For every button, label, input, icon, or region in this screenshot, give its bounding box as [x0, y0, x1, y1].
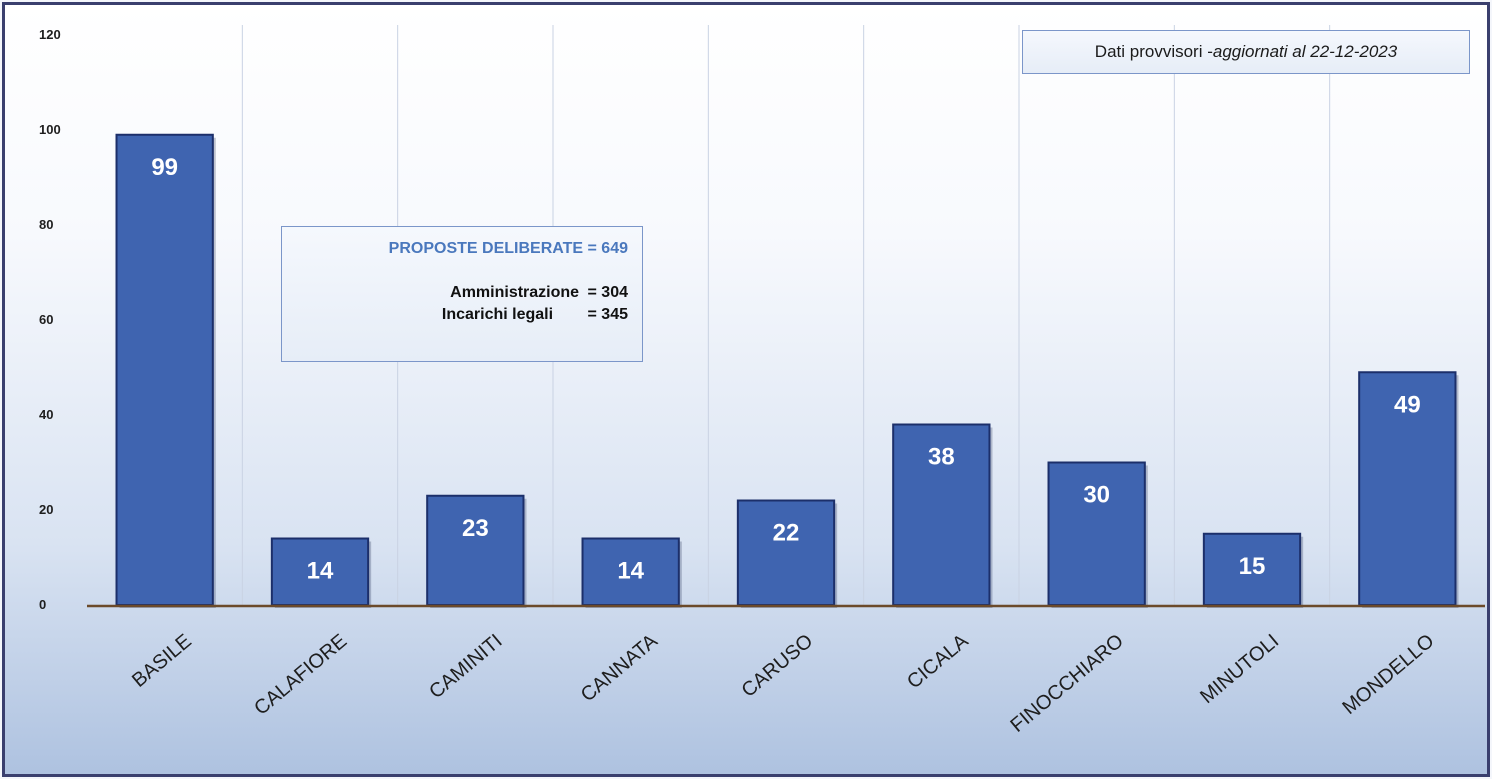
bar-basile: [115, 133, 214, 606]
y-tick-label: 120: [39, 27, 61, 42]
bar-value-label: 30: [1083, 482, 1110, 509]
bar-value-label: 14: [307, 558, 334, 585]
summary-headline: PROPOSTE DELIBERATE = 649: [388, 240, 628, 257]
bar-caruso: [736, 499, 836, 606]
y-tick-label: 40: [39, 407, 53, 422]
y-tick-label: 20: [39, 502, 53, 517]
summary-row-label: Amministrazione: [450, 284, 580, 301]
bar-value-label: 23: [462, 515, 489, 542]
category-label: BASILE: [128, 630, 196, 692]
category-label: MINUTOLI: [1196, 630, 1283, 708]
bar-minutoli: [1202, 532, 1302, 606]
summary-row-value: = 304: [587, 284, 628, 301]
summary-row-amministrazione: Amministrazione = 304: [282, 282, 628, 304]
bar-value-label: 22: [773, 520, 800, 547]
bar-value-label: 49: [1394, 391, 1421, 418]
source-note-date: aggiornati al 22-12-2023: [1212, 42, 1398, 61]
bar-caminiti: [426, 494, 525, 606]
summary-row-label: Incarichi legali: [441, 306, 554, 323]
y-tick-label: 60: [39, 312, 53, 327]
bar-chart: 0 20 40 60 80 100 120 99 BASILE 14 CALAFIORE 23 CAMI…: [39, 25, 1485, 737]
category-label: CALAFIORE: [250, 630, 351, 720]
category-label: CANNATA: [577, 630, 663, 707]
bar-finocchiaro: [1047, 461, 1146, 606]
bar-value-label: 99: [151, 154, 178, 181]
category-label: CAMINITI: [425, 630, 506, 703]
y-tick-label: 100: [39, 122, 61, 137]
category-label: MONDELLO: [1338, 630, 1438, 719]
source-note: Dati provvisori - aggiornati al 22-12-20…: [1022, 30, 1470, 74]
category-label: FINOCCHIARO: [1006, 630, 1127, 737]
y-tick-label: 0: [39, 597, 46, 612]
bar-value-label: 15: [1239, 553, 1266, 580]
bar-value-label: 14: [617, 558, 644, 585]
summary-row-value: = 345: [587, 306, 628, 323]
category-label: CICALA: [903, 630, 973, 694]
bar-cannata: [581, 537, 680, 606]
y-tick-label: 80: [39, 217, 53, 232]
category-label: CARUSO: [738, 630, 818, 702]
source-note-text: Dati provvisori -: [1094, 42, 1213, 61]
summary-row-incarichi: Incarichi legali = 345: [282, 304, 628, 326]
summary-box: PROPOSTE DELIBERATE = 649 Amministrazion…: [281, 226, 643, 362]
bar-value-label: 38: [928, 444, 955, 471]
bar-mondello: [1358, 371, 1457, 606]
